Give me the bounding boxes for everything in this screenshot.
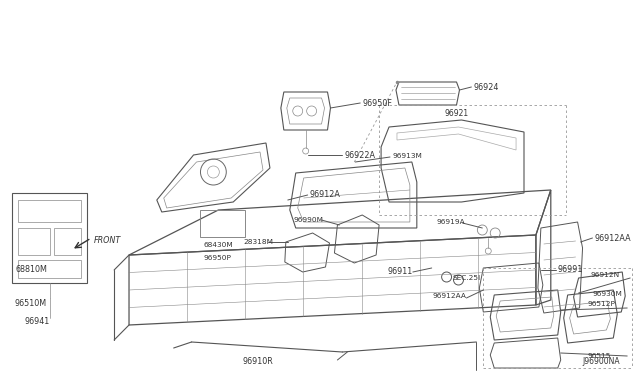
Text: FRONT: FRONT (94, 235, 122, 244)
Text: 96910R: 96910R (242, 357, 273, 366)
Text: 96921: 96921 (445, 109, 468, 118)
Text: 96919A: 96919A (436, 219, 465, 225)
Text: 96510M: 96510M (15, 298, 47, 308)
Text: 96990M: 96990M (294, 217, 324, 223)
Text: 96913M: 96913M (392, 153, 422, 159)
Text: 96930M: 96930M (593, 291, 622, 297)
Text: 96515: 96515 (588, 353, 611, 359)
Text: 96941: 96941 (25, 317, 50, 327)
Text: 96912A: 96912A (310, 189, 340, 199)
Text: 28318M: 28318M (243, 239, 273, 245)
Text: J96900NA: J96900NA (582, 357, 620, 366)
Text: 96950P: 96950P (204, 255, 232, 261)
Text: 96922A: 96922A (344, 151, 376, 160)
Text: 96911: 96911 (387, 267, 412, 276)
Text: 96991: 96991 (557, 266, 583, 275)
Text: 68810M: 68810M (16, 266, 48, 275)
Text: 96912N: 96912N (591, 272, 620, 278)
Text: 96512P: 96512P (588, 301, 616, 307)
Text: 68430M: 68430M (204, 242, 233, 248)
Text: 96912AA: 96912AA (433, 293, 467, 299)
Text: 96912AA: 96912AA (595, 234, 631, 243)
Text: 96950F: 96950F (362, 99, 392, 108)
Text: SEC.25I: SEC.25I (452, 275, 481, 281)
Text: 96924: 96924 (474, 83, 499, 92)
